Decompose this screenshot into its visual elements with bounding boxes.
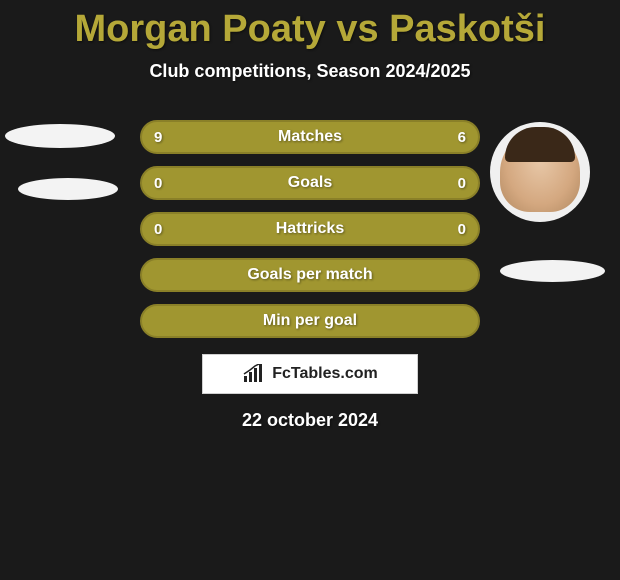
logo-text: FcTables.com: [272, 365, 378, 383]
stat-label: Hattricks: [276, 220, 344, 238]
stat-bar-goals: 0 Goals 0: [140, 166, 480, 200]
stat-bar-matches: 9 Matches 6: [140, 120, 480, 154]
stat-bar-min-per-goal: Min per goal: [140, 304, 480, 338]
page-title: Morgan Poaty vs Paskotši: [0, 0, 620, 51]
stat-right-value: 0: [458, 221, 466, 238]
player-right-avatar: [490, 122, 590, 222]
stat-label: Matches: [278, 128, 342, 146]
stat-label: Min per goal: [263, 312, 357, 330]
stat-right-value: 6: [458, 129, 466, 146]
avatar-right: [490, 122, 590, 222]
stat-bar-goals-per-match: Goals per match: [140, 258, 480, 292]
date-text: 22 october 2024: [0, 410, 620, 431]
avatar-left-placeholder-1: [5, 124, 115, 148]
chart-icon: [242, 364, 266, 384]
stat-label: Goals per match: [247, 266, 372, 284]
stat-label: Goals: [288, 174, 332, 192]
avatar-right-shadow: [500, 260, 605, 282]
stat-right-value: 0: [458, 175, 466, 192]
stat-left-value: 0: [154, 175, 162, 192]
stats-container: 9 Matches 6 0 Goals 0 0 Hattricks 0 Goal…: [140, 120, 480, 350]
stat-left-value: 9: [154, 129, 162, 146]
avatar-left-placeholder-2: [18, 178, 118, 200]
stat-bar-hattricks: 0 Hattricks 0: [140, 212, 480, 246]
subtitle: Club competitions, Season 2024/2025: [0, 61, 620, 82]
stat-left-value: 0: [154, 221, 162, 238]
fctables-logo-box[interactable]: FcTables.com: [202, 354, 418, 394]
